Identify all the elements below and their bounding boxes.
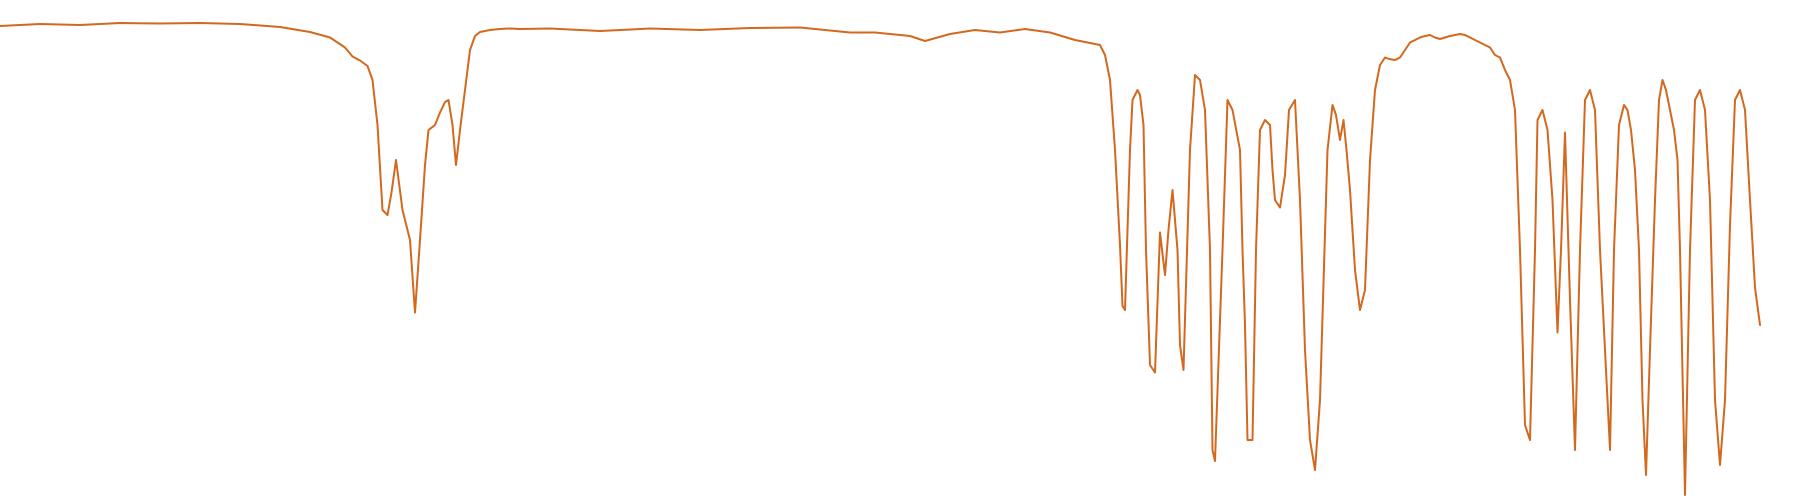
spectrum-series-line xyxy=(0,22,1761,496)
